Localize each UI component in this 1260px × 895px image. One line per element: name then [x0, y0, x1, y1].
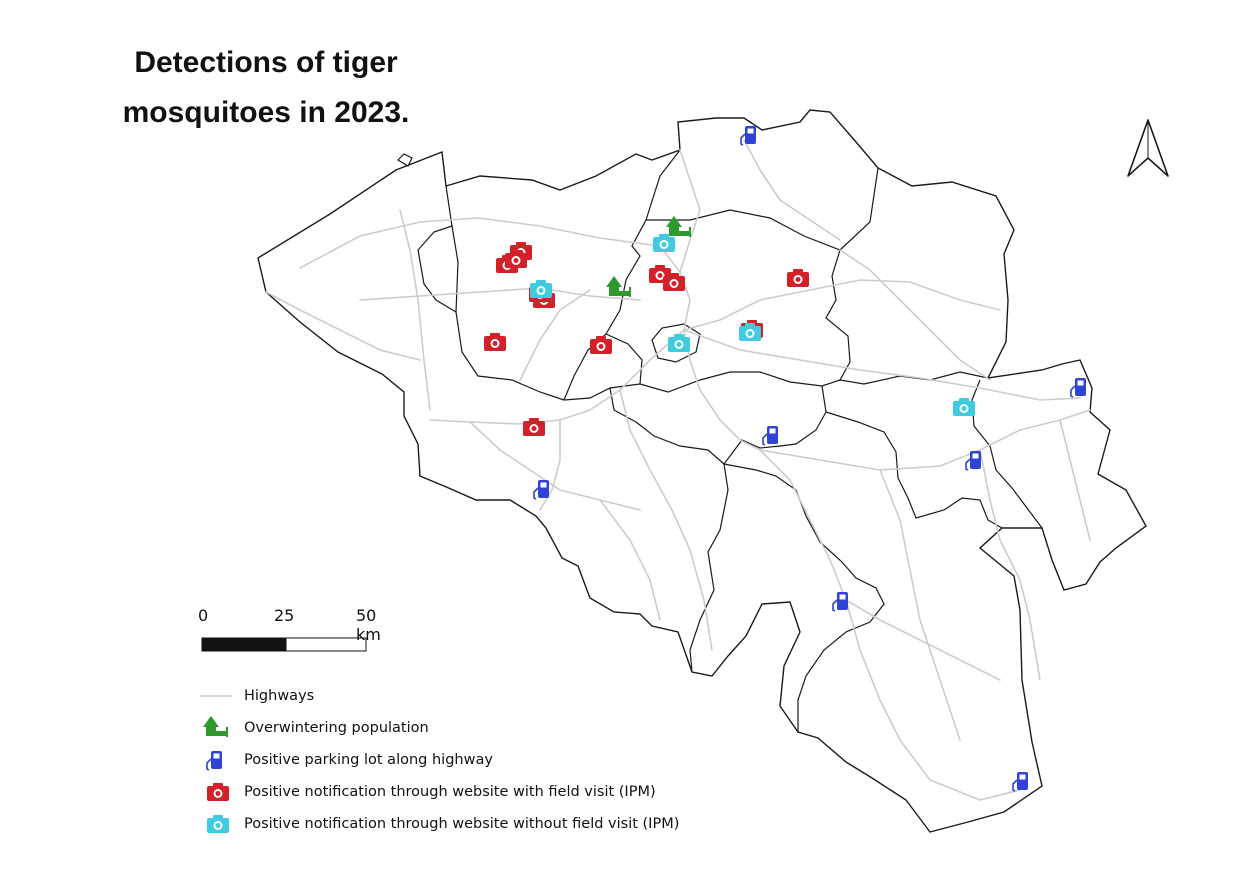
legend-item-highways: Highways [196, 680, 796, 712]
camera-cyan-icon [196, 812, 244, 836]
coast-detail [397, 153, 413, 167]
legend-item-with-visit: Positive notification through website wi… [196, 776, 796, 808]
legend-label-highways: Highways [244, 688, 315, 704]
map-title-line-2: mosquitoes in 2023. [122, 96, 410, 129]
legend-label-overwintering: Overwintering population [244, 720, 429, 736]
legend-item-overwintering: Overwintering population [196, 712, 796, 744]
highway-line-icon [196, 684, 244, 708]
north-arrow-icon [1127, 119, 1169, 177]
legend-item-parking: Positive parking lot along highway [196, 744, 796, 776]
highway-network [265, 139, 1091, 801]
map-title-line-1: Detections of tiger [134, 46, 398, 79]
legend: Highways Overwintering population Positi… [196, 680, 796, 840]
fuel-pump-icon [196, 748, 244, 772]
scale-tick-50: 50 km [356, 606, 381, 644]
legend-label-with-visit: Positive notification through website wi… [244, 784, 656, 800]
scale-tick-0: 0 [198, 606, 209, 625]
map-title: Detections of tiger mosquitoes in 2023. [96, 38, 436, 138]
scale-labels: 0 25 50 km [196, 606, 386, 656]
house-flag-icon [196, 716, 244, 740]
camera-red-icon [196, 780, 244, 804]
legend-item-without-visit: Positive notification through website wi… [196, 808, 796, 840]
legend-label-parking: Positive parking lot along highway [244, 752, 493, 768]
legend-label-without-visit: Positive notification through website wi… [244, 816, 680, 832]
scale-tick-25: 25 [274, 606, 295, 625]
scale-bar [201, 637, 367, 652]
